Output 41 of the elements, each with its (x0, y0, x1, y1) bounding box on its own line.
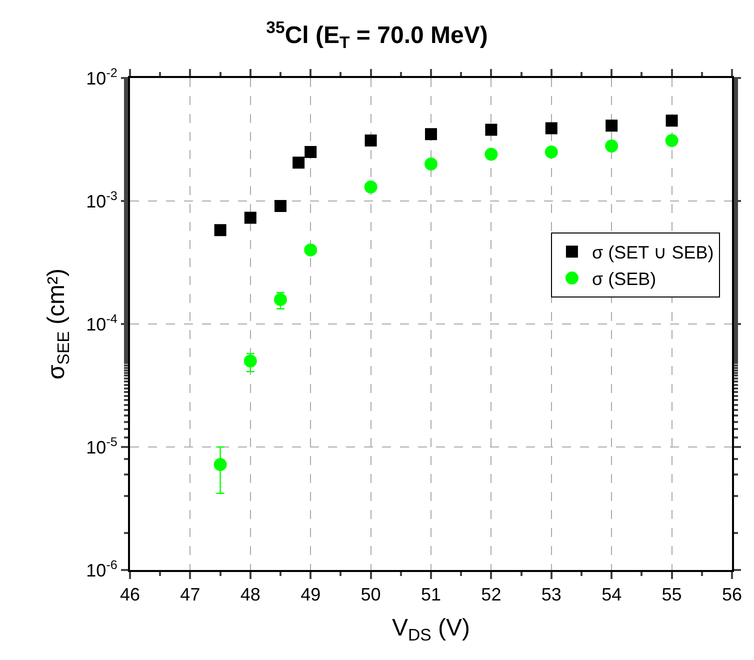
point (274, 293, 287, 306)
point (545, 122, 558, 134)
x-tick-label: 52 (481, 584, 502, 605)
point (364, 134, 377, 147)
x-tick-label: 47 (180, 584, 200, 605)
point (605, 140, 618, 152)
point (544, 146, 558, 159)
x-axis-title: V$_{DS}$ (V) (392, 614, 470, 644)
point (214, 224, 226, 236)
x-tick-label: 54 (602, 584, 622, 605)
point (484, 148, 498, 161)
chart-title: $^{35}$Cl (E$_{T}$ = 70.0 MeV) (266, 18, 488, 52)
point (666, 114, 678, 127)
x-tick-label: 49 (300, 584, 321, 605)
point (304, 146, 317, 158)
point (244, 212, 256, 224)
x-tick-label: 50 (360, 584, 381, 605)
y-tick-label: 10$^{-2}$ (86, 66, 118, 88)
point (665, 134, 678, 148)
point (304, 243, 318, 256)
point (292, 156, 305, 169)
y-tick-label: 10$^{-5}$ (86, 434, 118, 458)
y-tick-label: 10$^{-6}$ (86, 558, 118, 580)
x-tick-label: 46 (120, 584, 140, 605)
point (424, 157, 438, 170)
y-tick-label: 10$^{-4}$ (86, 312, 118, 334)
x-tick-label: 48 (240, 584, 260, 605)
point (244, 354, 257, 368)
point (214, 458, 227, 472)
y-tick-label: 10$^{-3}$ (86, 188, 118, 212)
point (364, 180, 378, 194)
x-tick-label: 51 (420, 584, 442, 605)
legend-label: σ (SET ∪ SEB) (592, 242, 714, 263)
x-tick-label: 56 (722, 584, 742, 605)
point (425, 128, 437, 140)
x-tick-label: 55 (662, 584, 682, 605)
legend-label: σ (SEB) (592, 269, 656, 290)
x-tick-label: 53 (541, 584, 562, 605)
point (606, 120, 618, 132)
point (485, 124, 498, 136)
point (274, 200, 286, 212)
